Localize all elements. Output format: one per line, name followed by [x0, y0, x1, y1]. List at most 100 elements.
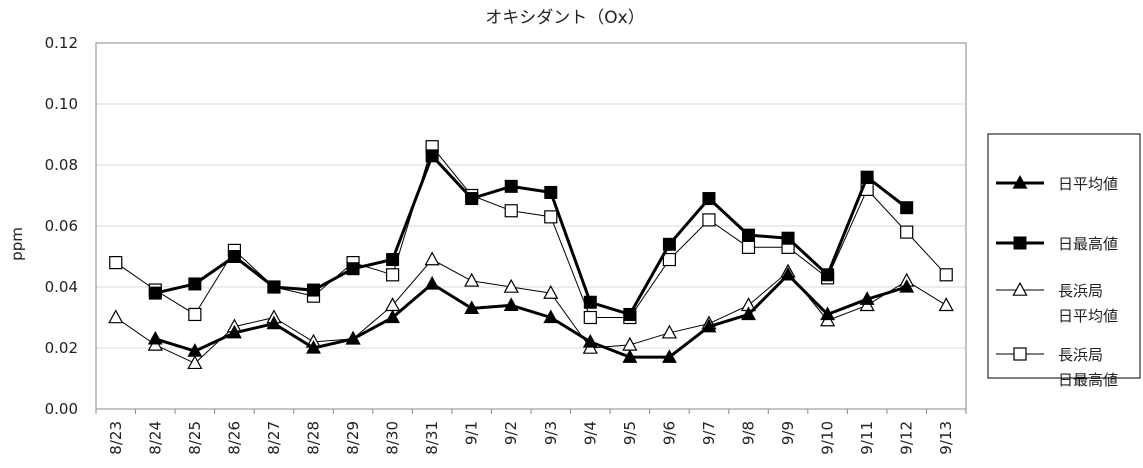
x-tick-label: 9/5 [621, 421, 639, 445]
series-2-point [900, 201, 914, 215]
x-tick-label: 8/23 [107, 421, 125, 455]
series-1-line [154, 273, 908, 359]
series-1-point [503, 297, 519, 311]
series-3-point [187, 355, 203, 370]
x-tick-label: 8/29 [344, 421, 362, 455]
y-tick-label: 0.02 [45, 339, 78, 357]
x-tick-label: 9/9 [779, 421, 797, 445]
series-1-point [661, 349, 677, 363]
series-2-point [267, 280, 281, 294]
series-4-point [583, 310, 597, 325]
axes [95, 42, 967, 414]
series-3-point [543, 284, 559, 299]
x-tick-label: 9/7 [700, 421, 718, 445]
gridlines [96, 42, 966, 349]
series-1-point [820, 306, 836, 321]
legend-1-point [1012, 175, 1028, 189]
legend-3-point [1012, 281, 1028, 296]
series-2-point [307, 283, 320, 297]
legend-4-point [1013, 347, 1027, 361]
series-4-point [385, 268, 400, 282]
x-tick-label: 9/11 [858, 421, 876, 455]
series-3-point [108, 309, 124, 324]
x-tick-label: 8/27 [265, 421, 283, 455]
x-tick-label: 9/1 [463, 421, 481, 445]
series-4-point [662, 252, 677, 267]
series-1-point [899, 279, 915, 293]
series-2-point [504, 179, 518, 193]
legend-box [987, 133, 1141, 379]
y-tick-labels: 0.00 0.02 0.04 0.06 0.08 0.10 0.12 [45, 34, 78, 418]
series-1-point [622, 349, 638, 363]
series-4-point [188, 307, 202, 322]
y-axis-label: ppm [8, 227, 26, 261]
y-tick-label: 0.00 [45, 400, 78, 418]
legend-label: 日平均値 [1058, 307, 1118, 325]
series-4-point [109, 256, 123, 270]
legend-label: 日最高値 [1058, 235, 1118, 253]
series-3-point [424, 251, 440, 266]
series-2-point [346, 262, 360, 276]
series-4-point [544, 210, 558, 224]
series-1-point [226, 324, 242, 339]
series-2-point [148, 286, 162, 300]
x-tick-label: 9/10 [819, 421, 837, 455]
series-1-point [266, 315, 282, 330]
x-tick-label: 8/30 [384, 421, 402, 455]
series-4-line [115, 146, 947, 318]
series-2-point [425, 149, 439, 163]
series-3-point [622, 336, 638, 351]
y-tick-label: 0.08 [45, 156, 78, 174]
x-tick-label: 8/31 [423, 421, 441, 455]
series-2-point [742, 228, 755, 242]
series-1-point [582, 333, 598, 348]
y-tick-label: 0.12 [45, 34, 78, 52]
legend-label: 日最高値 [1058, 371, 1118, 389]
series-2-point [623, 307, 637, 321]
series-2-point [781, 231, 795, 245]
legend-entry-2: 日最高値 [996, 235, 1118, 253]
series-2-point [227, 250, 241, 263]
series-1-point [147, 330, 163, 345]
series-4-point [702, 213, 716, 227]
series-1-point [385, 309, 401, 324]
series-2-point [465, 192, 479, 206]
series-4-point [900, 225, 914, 239]
legend-label: 長浜局 [1058, 282, 1103, 300]
series-1-point [701, 318, 717, 333]
x-tick-label: 9/2 [502, 421, 520, 445]
y-tick-label: 0.04 [45, 278, 78, 296]
series-2-point [188, 277, 202, 291]
x-tick-label: 9/3 [542, 421, 560, 445]
series-4-point [504, 204, 518, 218]
legend-2-point [1013, 236, 1027, 250]
x-tick-label: 8/24 [146, 421, 164, 455]
legend-label: 長浜局 [1058, 346, 1103, 364]
series-2-point [662, 237, 676, 251]
series-4 [109, 140, 953, 325]
series-2-point [583, 295, 597, 309]
series-3-point [661, 324, 678, 339]
series-1-point [543, 309, 559, 324]
series-2-point [386, 253, 400, 267]
series-1-point [741, 306, 756, 321]
series-1-point [780, 266, 796, 281]
y-tick-label: 0.06 [45, 217, 78, 235]
series-2-point [544, 185, 558, 199]
series-3-point [464, 272, 480, 287]
series-2-point [860, 170, 874, 184]
series-2 [148, 149, 914, 321]
x-tick-label: 8/25 [186, 421, 204, 455]
x-tick-label: 8/26 [225, 421, 243, 455]
series-4-point [939, 268, 953, 282]
series-2-point [821, 268, 835, 282]
legend-entry-1: 日平均値 [996, 175, 1118, 193]
x-tick-label: 9/8 [740, 421, 758, 445]
series-2-line [154, 154, 908, 316]
x-tick-label: 8/28 [305, 421, 323, 455]
y-tick-label: 0.10 [45, 95, 78, 113]
chart-title: オキシダント（Ox） [485, 8, 644, 28]
